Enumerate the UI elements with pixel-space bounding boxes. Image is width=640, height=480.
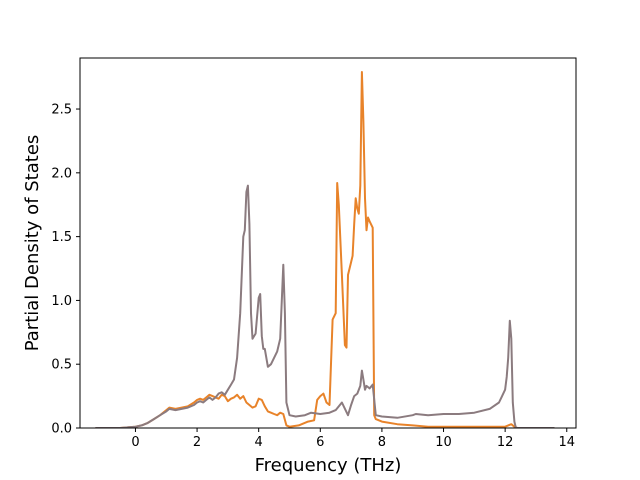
series-line-2 (95, 184, 555, 428)
x-tick-label: 6 (316, 435, 324, 450)
x-tick-label: 12 (497, 435, 514, 450)
y-tick-label: 2.0 (51, 166, 72, 181)
y-axis-ticks: 0.0 0.5 1.0 1.5 2.0 2.5 (51, 103, 80, 437)
x-tick-label: 10 (435, 435, 452, 450)
y-tick-label: 0.0 (51, 422, 72, 437)
axes-frame (79, 57, 577, 429)
y-tick-label: 1.0 (51, 294, 72, 309)
x-tick-label: 2 (193, 435, 201, 450)
series-line-1 (95, 71, 555, 428)
y-axis-label: Partial Density of States (22, 135, 43, 352)
x-tick-label: 4 (255, 435, 263, 450)
x-tick-label: 14 (558, 435, 575, 450)
x-axis-ticks: 0 2 4 6 8 10 12 14 (131, 428, 575, 450)
x-axis-label: Frequency (THz) (255, 455, 402, 476)
y-tick-label: 1.5 (51, 230, 72, 245)
series-layer (95, 71, 555, 428)
x-tick-label: 0 (131, 435, 139, 450)
plot-area (79, 57, 577, 429)
y-tick-label: 0.5 (51, 358, 72, 373)
x-tick-label: 8 (378, 435, 386, 450)
y-tick-label: 2.5 (51, 103, 72, 118)
